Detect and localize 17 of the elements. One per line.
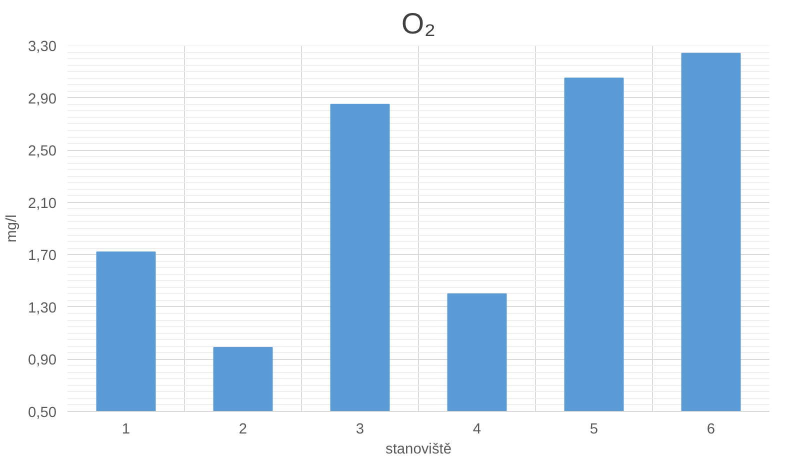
y-tick-label: 2,10 (28, 196, 57, 212)
y-tick-label: 1,30 (28, 300, 57, 316)
x-tick-label: 5 (590, 422, 598, 438)
y-axis-title: mg/l (4, 214, 20, 242)
x-tick-label: 6 (706, 422, 716, 438)
x-tick-label: 4 (472, 422, 482, 438)
y-tick-label: 1,70 (28, 248, 57, 264)
y-tick-label: 0,90 (28, 352, 57, 369)
x-tick-label: 3 (356, 422, 364, 438)
y-tick-label: 0,50 (28, 405, 57, 421)
chart-title: O₂ (401, 8, 436, 40)
x-tick-label: 1 (122, 422, 130, 438)
y-tick-label: 2,90 (28, 91, 57, 108)
y-tick-label: 2,50 (28, 144, 57, 160)
y-tick-label: 3,30 (28, 39, 57, 55)
x-tick-label: 2 (238, 422, 248, 438)
x-axis-title: stanoviště (386, 442, 452, 458)
